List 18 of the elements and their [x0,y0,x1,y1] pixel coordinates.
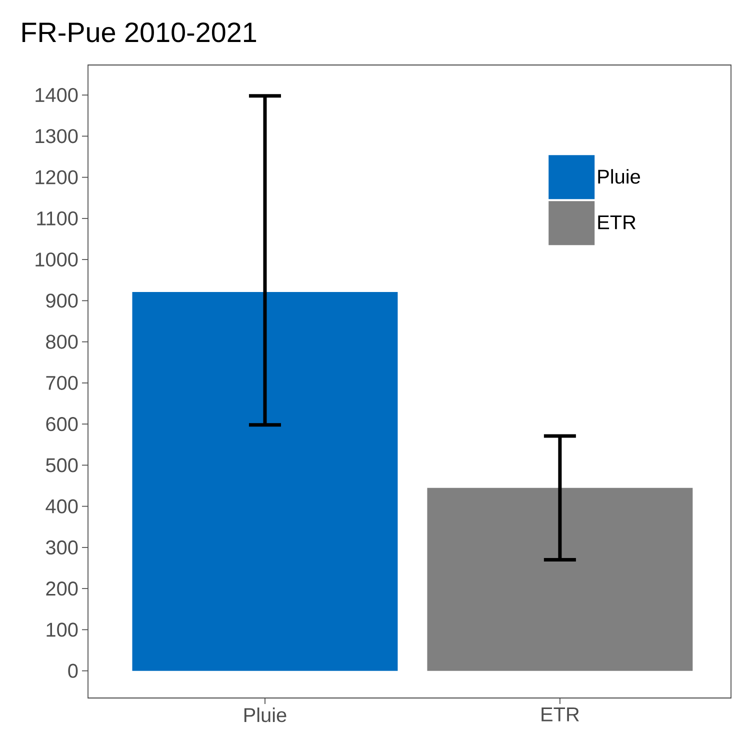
y-tick-label: 0 [68,664,78,678]
legend-label: Pluie [598,169,640,184]
legend-label: ETR [598,215,636,230]
y-tick-label: 300 [46,540,78,555]
y-tick-label: 100 [46,622,78,637]
y-tick-label: 600 [46,417,78,432]
y-tick-label: 400 [46,499,78,514]
y-tick-label: 1000 [36,252,78,267]
y-tick-label: 900 [46,294,78,308]
y-tick-label: 1300 [36,129,78,144]
y-tick-label: 1200 [36,170,78,184]
y-tick-label: 1400 [36,88,78,102]
y-tick-label: 700 [46,376,78,390]
y-tick-label: 500 [46,458,78,472]
y-tick-label: 200 [46,582,78,596]
y-tick-label: 800 [46,334,78,349]
chart-title: FR-Pue 2010-2021 [22,22,256,42]
y-tick-label: 1100 [37,211,78,226]
